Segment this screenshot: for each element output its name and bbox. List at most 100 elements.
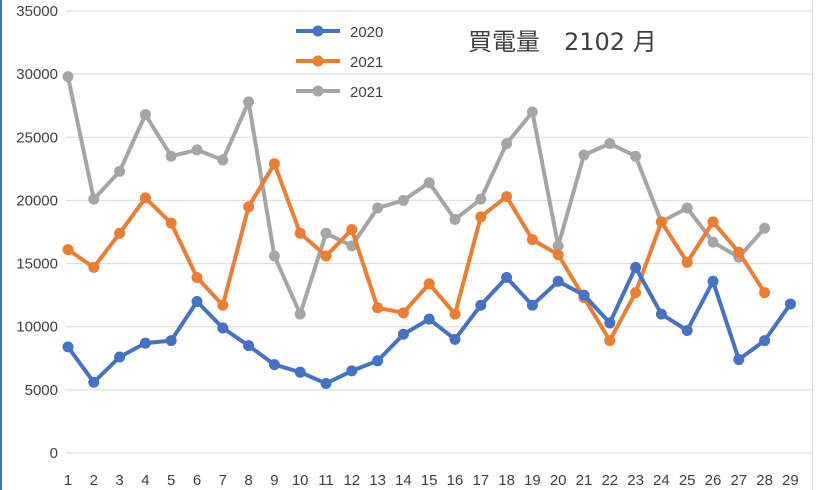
x-tick-label: 21 — [576, 472, 593, 489]
data-point — [217, 154, 229, 166]
data-point — [449, 333, 461, 345]
data-point — [346, 223, 358, 235]
right-window-edge — [812, 0, 813, 490]
x-tick-label: 8 — [244, 472, 252, 489]
data-point — [681, 256, 693, 268]
data-point — [501, 138, 513, 150]
data-point — [268, 359, 280, 371]
data-point — [733, 354, 745, 366]
gridlines — [66, 10, 812, 454]
data-point — [139, 337, 151, 349]
series-a5a5a5 — [62, 71, 771, 320]
legend-item: 2021 — [296, 54, 383, 71]
data-point — [320, 378, 332, 390]
y-tick-label: 5000 — [25, 382, 58, 399]
data-point — [578, 149, 590, 161]
data-point — [759, 335, 771, 347]
data-point — [552, 275, 564, 287]
data-point — [630, 261, 642, 273]
y-tick-label: 10000 — [16, 319, 58, 336]
data-point — [475, 211, 487, 223]
data-point — [320, 250, 332, 262]
data-point — [526, 106, 538, 118]
data-point — [294, 227, 306, 239]
series-layer — [62, 71, 796, 390]
x-tick-label: 26 — [705, 472, 722, 489]
data-point — [114, 227, 126, 239]
x-tick-label: 24 — [653, 472, 670, 489]
y-axis-ticks: 0 5000 10000 15000 20000 25000 30000 35000 — [16, 3, 58, 462]
data-point — [217, 322, 229, 334]
data-point — [88, 376, 100, 388]
data-point — [784, 298, 796, 310]
x-tick-label: 14 — [395, 472, 412, 489]
x-tick-label: 27 — [730, 472, 747, 489]
data-point — [423, 278, 435, 290]
data-point — [191, 295, 203, 307]
x-tick-label: 17 — [472, 472, 489, 489]
data-point — [88, 193, 100, 205]
data-point — [243, 340, 255, 352]
data-point — [165, 335, 177, 347]
data-point — [501, 191, 513, 203]
x-tick-label: 4 — [141, 472, 149, 489]
data-point — [552, 240, 564, 252]
legend-item: 2021 — [296, 84, 383, 101]
x-tick-label: 10 — [292, 472, 309, 489]
x-tick-label: 28 — [756, 472, 773, 489]
data-point — [552, 249, 564, 261]
data-point — [372, 355, 384, 367]
x-tick-label: 29 — [782, 472, 799, 489]
series-line — [66, 161, 767, 343]
data-point — [268, 250, 280, 262]
data-point — [114, 165, 126, 177]
x-tick-label: 9 — [270, 472, 278, 489]
data-point — [475, 193, 487, 205]
data-point — [268, 158, 280, 170]
x-tick-label: 5 — [167, 472, 175, 489]
data-point — [114, 351, 126, 363]
data-point — [578, 289, 590, 301]
data-point — [62, 244, 74, 256]
y-tick-label: 35000 — [16, 3, 58, 20]
data-point — [191, 271, 203, 283]
data-point — [191, 144, 203, 156]
data-point — [604, 335, 616, 347]
x-tick-label: 20 — [550, 472, 567, 489]
data-point — [759, 222, 771, 234]
y-tick-label: 0 — [50, 445, 58, 462]
data-point — [294, 308, 306, 320]
x-tick-label: 23 — [627, 472, 644, 489]
x-tick-label: 11 — [318, 472, 334, 489]
y-tick-label: 25000 — [16, 129, 58, 146]
x-tick-label: 6 — [193, 472, 201, 489]
data-point — [681, 325, 693, 337]
data-point — [397, 307, 409, 319]
series-ed7d31 — [62, 158, 771, 347]
legend-label: 2021 — [350, 84, 383, 101]
data-point — [526, 234, 538, 246]
data-point — [62, 341, 74, 353]
data-point — [449, 213, 461, 225]
legend-swatch-marker — [312, 55, 324, 67]
x-tick-label: 19 — [524, 472, 541, 489]
legend-item: 2020 — [296, 24, 383, 41]
data-point — [165, 150, 177, 162]
x-tick-label: 16 — [447, 472, 464, 489]
data-point — [294, 366, 306, 378]
data-point — [139, 192, 151, 204]
series-4472c4 — [62, 261, 796, 390]
x-tick-label: 12 — [343, 472, 360, 489]
data-point — [707, 216, 719, 228]
data-point — [759, 287, 771, 299]
data-point — [475, 299, 487, 311]
data-point — [604, 138, 616, 150]
data-point — [655, 216, 667, 228]
x-tick-label: 7 — [219, 472, 227, 489]
data-point — [707, 236, 719, 248]
y-tick-label: 30000 — [16, 66, 58, 83]
data-point — [397, 328, 409, 340]
data-point — [681, 202, 693, 214]
